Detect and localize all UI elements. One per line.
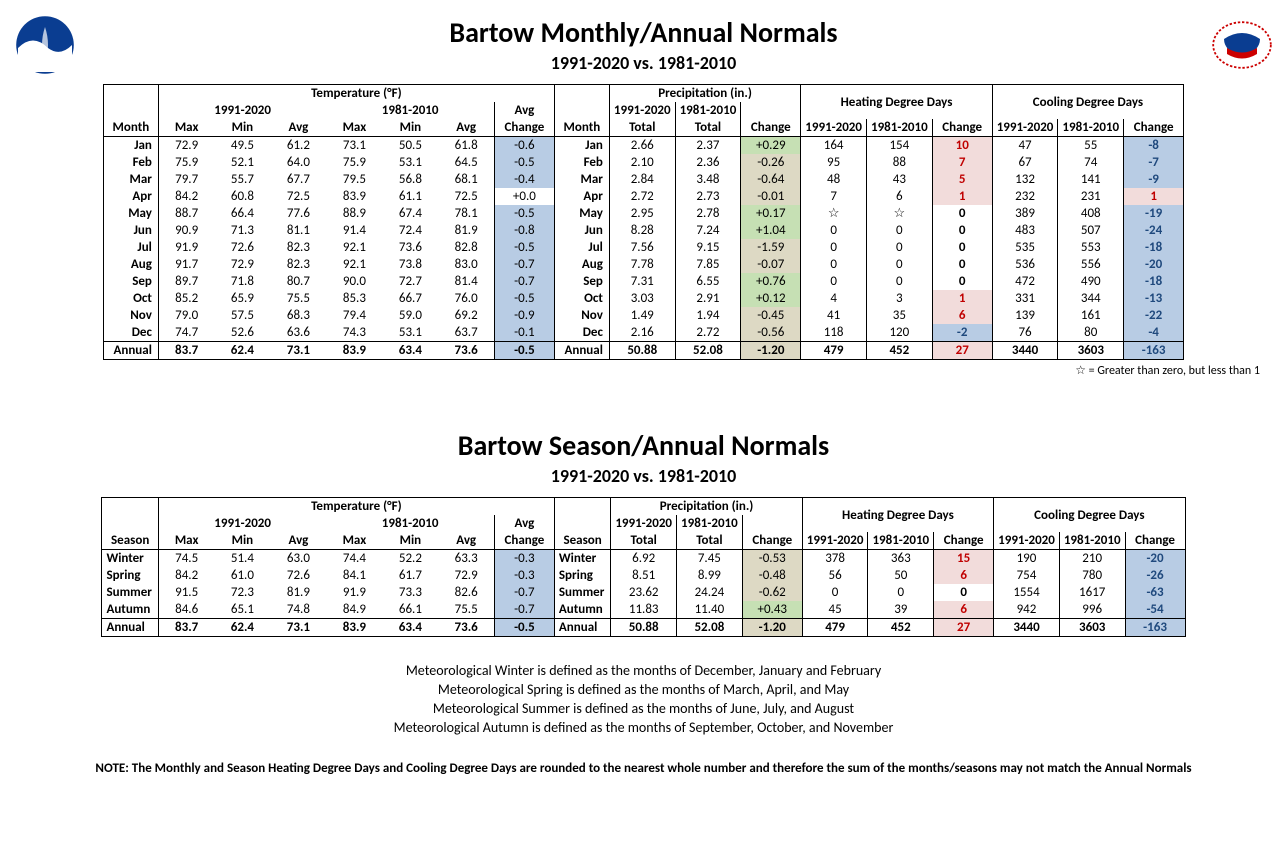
- monthly-table: Temperature (°F) Precipitation (in.) Hea…: [103, 84, 1184, 360]
- table-row: Jul91.972.682.392.173.682.8-0.5Jul7.569.…: [103, 239, 1183, 256]
- seasonal-title: Bartow Season/Annual Normals: [15, 428, 1272, 463]
- noaa-logo-icon: [15, 15, 75, 75]
- seasonal-header: Bartow Season/Annual Normals 1991-2020 v…: [15, 428, 1272, 487]
- season-definitions: Meteorological Winter is defined as the …: [15, 662, 1272, 736]
- table-row: Nov79.057.568.379.459.069.2-0.9Nov1.491.…: [103, 307, 1183, 324]
- hdr-hdd: Heating Degree Days: [801, 85, 992, 120]
- star-footnote: ☆ = Greater than zero, but less than 1: [15, 363, 1260, 378]
- table-row: Winter74.551.463.074.452.263.3-0.3Winter…: [102, 550, 1185, 568]
- hdr-precip: Precipitation (in.): [609, 85, 800, 103]
- table-row: Oct85.265.975.585.366.776.0-0.5Oct3.032.…: [103, 290, 1183, 307]
- monthly-header: Bartow Monthly/Annual Normals 1991-2020 …: [15, 15, 1272, 74]
- rounding-note: NOTE: The Monthly and Season Heating Deg…: [15, 761, 1272, 776]
- table-row: Jan72.949.561.273.150.561.8-0.6Jan2.662.…: [103, 137, 1183, 155]
- table-row: May88.766.477.688.967.478.1-0.5May2.952.…: [103, 205, 1183, 222]
- table-row: Feb75.952.164.075.953.164.5-0.5Feb2.102.…: [103, 154, 1183, 171]
- table-row: Aug91.772.982.392.173.883.0-0.7Aug7.787.…: [103, 256, 1183, 273]
- monthly-subtitle: 1991-2020 vs. 1981-2010: [15, 52, 1272, 74]
- nws-logo-icon: [1212, 20, 1272, 70]
- table-row: Spring84.261.072.684.161.772.9-0.3Spring…: [102, 567, 1185, 584]
- monthly-title: Bartow Monthly/Annual Normals: [15, 15, 1272, 50]
- table-row: Apr84.260.872.583.961.172.5+0.0Apr2.722.…: [103, 188, 1183, 205]
- table-row: Mar79.755.767.779.556.868.1-0.4Mar2.843.…: [103, 171, 1183, 188]
- hdr-cdd: Cooling Degree Days: [992, 85, 1183, 120]
- table-row: Annual83.762.473.183.963.473.6-0.5Annual…: [103, 342, 1183, 360]
- seasonal-table: Temperature (°F) Precipitation (in.) Hea…: [101, 497, 1185, 637]
- table-row: Annual83.762.473.183.963.473.6-0.5Annual…: [102, 619, 1185, 637]
- hdr-temp: Temperature (°F): [158, 85, 554, 103]
- table-row: Dec74.752.663.674.353.163.7-0.1Dec2.162.…: [103, 324, 1183, 342]
- table-row: Autumn84.665.174.884.966.175.5-0.7Autumn…: [102, 601, 1185, 619]
- table-row: Summer91.572.381.991.973.382.6-0.7Summer…: [102, 584, 1185, 601]
- table-row: Jun90.971.381.191.472.481.9-0.8Jun8.287.…: [103, 222, 1183, 239]
- seasonal-subtitle: 1991-2020 vs. 1981-2010: [15, 465, 1272, 487]
- table-row: Sep89.771.880.790.072.781.4-0.7Sep7.316.…: [103, 273, 1183, 290]
